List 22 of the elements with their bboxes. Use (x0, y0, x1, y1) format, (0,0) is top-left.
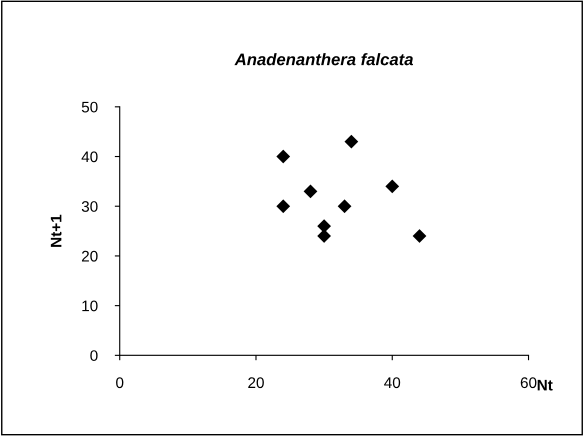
point (276, 200, 290, 213)
point (344, 135, 358, 148)
y-axis-title: Nt+1 (50, 214, 62, 247)
y-tick-label: 40 (82, 151, 98, 162)
x-tick-label: 40 (384, 377, 400, 388)
y-tick-label: 50 (82, 102, 98, 113)
point (318, 229, 331, 243)
x-tick-label: 60 (520, 377, 536, 388)
y-tick-label: 0 (90, 350, 98, 362)
chart-title: Anadenanthera falcata (234, 53, 414, 66)
point (318, 220, 331, 233)
y-tick-label: 30 (82, 201, 98, 212)
point (386, 180, 399, 193)
x-axis-title: Nt (538, 380, 553, 390)
point (338, 200, 352, 213)
y-tick-label: 20 (82, 250, 98, 262)
x-tick-label: 20 (248, 377, 264, 388)
point (304, 184, 318, 198)
point (276, 150, 290, 164)
point (412, 229, 426, 243)
x-tick-label: 0 (116, 377, 124, 388)
y-tick-label: 10 (82, 300, 98, 312)
